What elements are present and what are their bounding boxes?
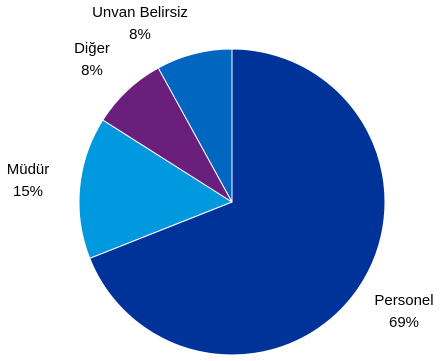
slice-label-personel: Personel <box>374 292 433 309</box>
pie-slices <box>78 48 386 356</box>
slice-percent-diger: 8% <box>81 62 103 79</box>
pie-slice-unvan-belirsiz <box>157 48 233 203</box>
slice-percent-personel: 69% <box>389 314 419 331</box>
slice-label-unvan-belirsiz: Unvan Belirsiz <box>92 4 188 21</box>
slice-label-mudur: Müdür <box>7 161 50 178</box>
slice-percent-mudur: 15% <box>13 183 43 200</box>
pie-slice-personel <box>89 48 386 356</box>
pie-slice-mudur <box>78 119 234 259</box>
slice-percent-unvan-belirsiz: 8% <box>129 26 151 43</box>
pie-labels: Personel 69% Müdür 15% Diğer 8% Unvan Belirsiz… <box>7 4 434 331</box>
slice-label-diger: Diğer <box>74 40 110 57</box>
